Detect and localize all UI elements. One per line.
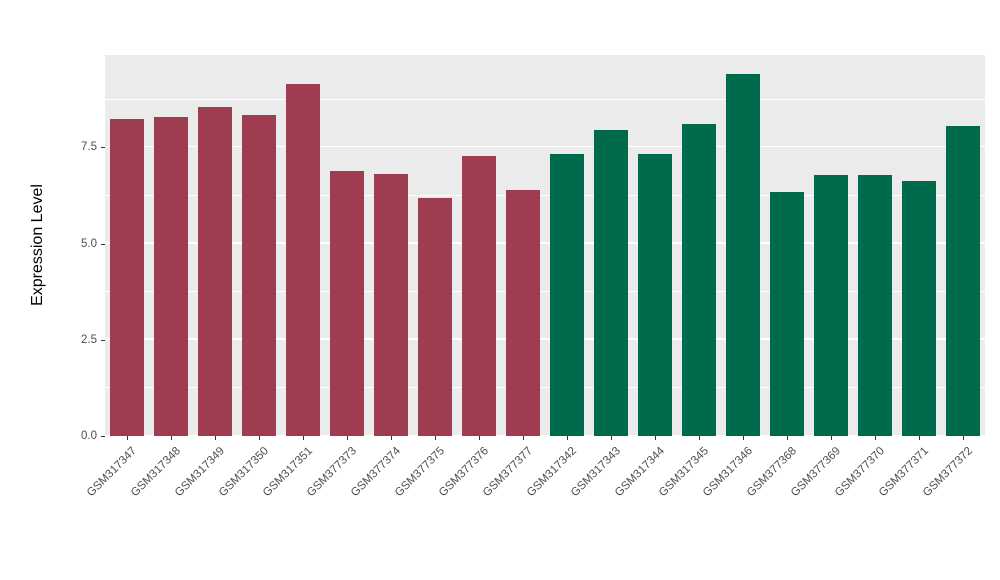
x-tick-mark xyxy=(963,436,964,440)
x-tick-mark xyxy=(655,436,656,440)
x-tick-mark xyxy=(567,436,568,440)
x-tick-mark xyxy=(919,436,920,440)
x-tick-mark xyxy=(391,436,392,440)
y-axis-title: Expression Level xyxy=(29,184,46,306)
minor-gridline xyxy=(105,291,985,292)
bar-GSM317351 xyxy=(286,83,320,436)
y-tick-label: 2.5 xyxy=(81,333,97,346)
y-tick-mark xyxy=(101,436,105,437)
y-tick-label: 0.0 xyxy=(81,430,97,442)
y-tick-label: 5.0 xyxy=(81,237,97,250)
x-tick-mark xyxy=(523,436,524,440)
x-tick-mark xyxy=(699,436,700,440)
major-gridline xyxy=(105,242,985,244)
bar-GSM377368 xyxy=(770,192,804,436)
bar-GSM317348 xyxy=(154,117,188,436)
bar-GSM377376 xyxy=(462,156,496,436)
x-tick-mark xyxy=(171,436,172,440)
bar-GSM377374 xyxy=(374,173,408,436)
bar-GSM317342 xyxy=(550,153,584,436)
x-tick-mark xyxy=(787,436,788,440)
x-tick-mark xyxy=(127,436,128,440)
x-tick-mark xyxy=(479,436,480,440)
bar-GSM377372 xyxy=(946,126,980,436)
x-tick-mark xyxy=(743,436,744,440)
bar-GSM377377 xyxy=(506,190,540,436)
bar-GSM317347 xyxy=(110,119,144,436)
major-gridline xyxy=(105,145,985,148)
plot-panel xyxy=(105,55,985,436)
bar-GSM317344 xyxy=(638,153,672,436)
minor-gridline xyxy=(105,98,985,100)
bar-GSM377370 xyxy=(858,175,892,436)
y-tick-mark xyxy=(101,339,105,341)
minor-gridline xyxy=(105,387,985,388)
x-tick-mark xyxy=(875,436,876,440)
bar-GSM377375 xyxy=(418,198,452,436)
major-gridline xyxy=(105,338,985,340)
x-tick-mark xyxy=(259,436,260,440)
y-tick-mark xyxy=(101,147,105,149)
x-tick-mark xyxy=(303,436,304,440)
y-tick-mark xyxy=(101,243,105,245)
x-tick-mark xyxy=(435,436,436,440)
x-tick-mark xyxy=(611,436,612,440)
bar-GSM317350 xyxy=(242,115,276,436)
x-tick-mark xyxy=(215,436,216,440)
bar-GSM377371 xyxy=(902,181,936,436)
minor-gridline xyxy=(105,194,985,196)
bar-GSM317349 xyxy=(198,106,232,436)
bar-GSM377369 xyxy=(814,175,848,436)
bar-GSM317346 xyxy=(726,74,760,436)
x-tick-mark xyxy=(347,436,348,440)
major-gridline xyxy=(105,434,985,436)
y-tick-label: 7.5 xyxy=(81,141,97,154)
bar-GSM377373 xyxy=(330,171,364,436)
x-tick-mark xyxy=(831,436,832,440)
bar-GSM317345 xyxy=(682,124,716,436)
bar-GSM317343 xyxy=(594,130,628,436)
